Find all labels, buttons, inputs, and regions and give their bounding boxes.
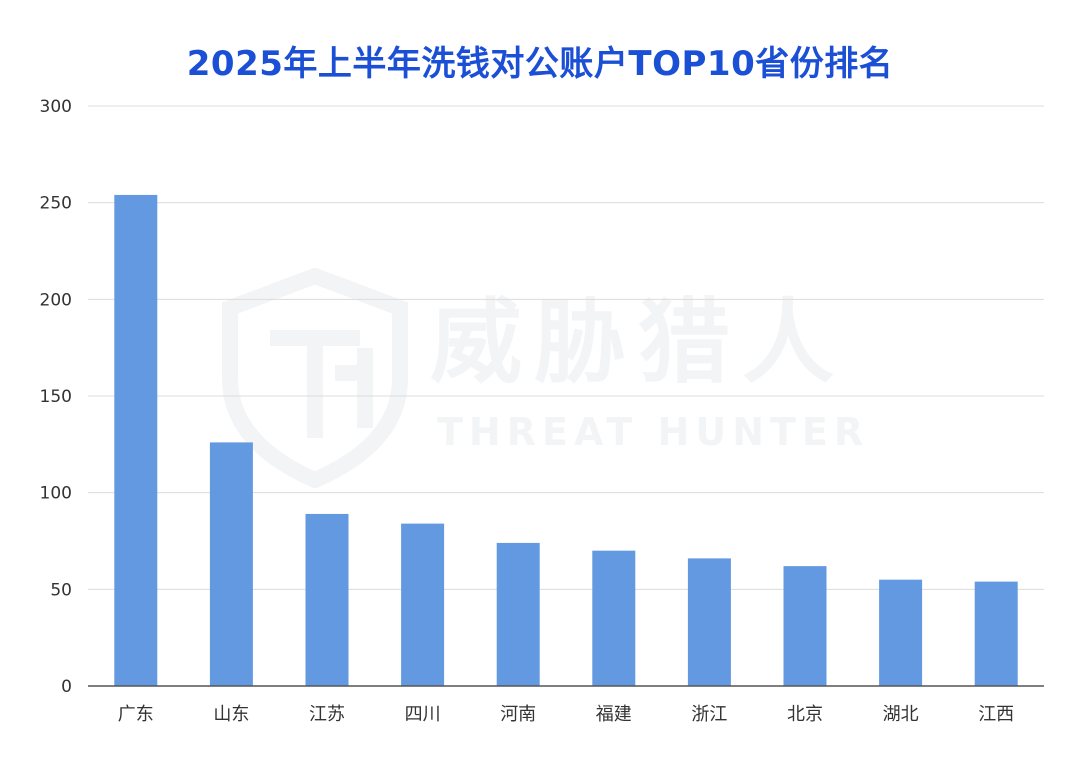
x-tick-label: 浙江: [691, 704, 727, 725]
y-tick-label: 150: [40, 387, 72, 407]
x-tick-label: 福建: [596, 704, 632, 725]
bar-浙江: [687, 558, 731, 686]
y-tick-label: 250: [40, 194, 72, 214]
y-tick-label: 0: [61, 677, 72, 697]
bar-北京: [783, 566, 827, 686]
x-tick-label: 湖北: [883, 704, 919, 725]
x-tick-label: 广东: [118, 704, 154, 725]
y-tick-label: 100: [40, 484, 72, 504]
x-tick-label: 山东: [213, 704, 249, 725]
bar-四川: [401, 523, 445, 686]
watermark-cn: 威胁猎人: [430, 289, 847, 396]
x-tick-label: 北京: [787, 704, 823, 725]
bar-河南: [496, 542, 540, 686]
bar-广东: [114, 194, 158, 686]
x-tick-label: 江西: [978, 704, 1014, 725]
bar-江西: [974, 581, 1018, 686]
y-tick-label: 300: [40, 97, 72, 117]
chart-title: 2025年上半年洗钱对公账户TOP10省份排名: [186, 44, 894, 84]
bar-福建: [592, 550, 636, 686]
bar-江苏: [305, 513, 349, 686]
watermark-en: THREAT HUNTER: [437, 410, 870, 454]
watermark-logo: 威胁猎人 THREAT HUNTER: [215, 267, 875, 489]
y-tick-label: 50: [50, 580, 72, 600]
bar-湖北: [879, 579, 923, 686]
x-tick-label: 江苏: [309, 704, 345, 725]
x-tick-label: 四川: [405, 704, 441, 725]
x-tick-label: 河南: [500, 704, 536, 725]
bar-山东: [209, 442, 253, 686]
y-tick-label: 200: [40, 290, 72, 310]
shield-icon: [222, 267, 408, 489]
